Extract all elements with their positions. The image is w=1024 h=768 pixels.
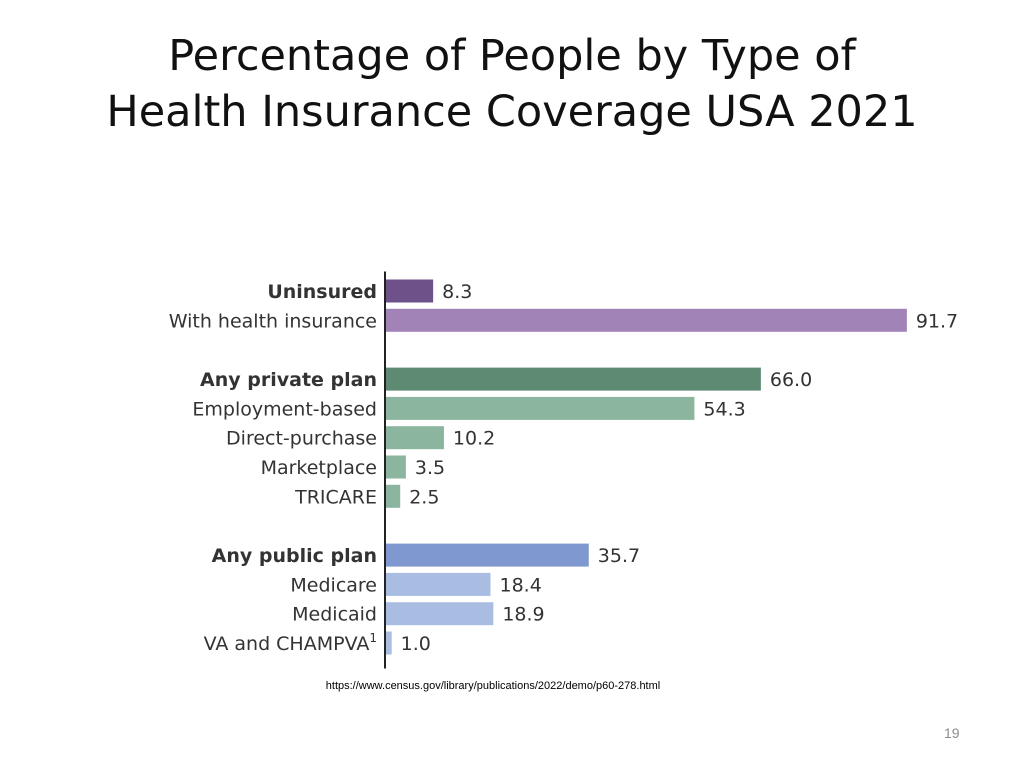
bar-any-private-plan: [386, 367, 761, 391]
value-label-direct-purchase: 10.2: [453, 428, 495, 450]
bar-employment-based: [386, 396, 695, 420]
bar-medicaid: [386, 602, 494, 626]
footnote-marker: 1: [369, 631, 377, 645]
bar-with-health-insurance: [386, 308, 907, 332]
category-label-tricare: TRICARE: [294, 486, 377, 508]
category-label-any-private-plan: Any private plan: [200, 369, 377, 391]
value-label-tricare: 2.5: [409, 486, 439, 508]
value-label-medicare: 18.4: [500, 574, 542, 596]
category-label-with-health-insurance: With health insurance: [169, 310, 377, 332]
value-label-uninsured: 8.3: [442, 281, 472, 303]
slide-title-line-2: Health Insurance Coverage USA 2021: [106, 87, 918, 137]
value-label-medicaid: 18.9: [502, 604, 544, 626]
bar-any-public-plan: [386, 543, 589, 567]
category-label-any-public-plan: Any public plan: [212, 545, 377, 567]
category-label-uninsured: Uninsured: [267, 281, 377, 303]
value-label-marketplace: 3.5: [415, 457, 445, 479]
bar-marketplace: [386, 455, 406, 479]
value-label-with-health-insurance: 91.7: [916, 310, 958, 332]
value-label-va-and-champva: 1.0: [401, 633, 431, 655]
category-label-va-and-champva: VA and CHAMPVA1: [204, 631, 377, 655]
category-label-direct-purchase: Direct-purchase: [226, 428, 377, 450]
slide-title-line-1: Percentage of People by Type of: [168, 31, 856, 81]
category-label-medicaid: Medicaid: [292, 604, 377, 626]
bar-tricare: [386, 484, 401, 508]
page-number: 19: [944, 725, 960, 741]
slide-title: Percentage of People by Type of Health I…: [0, 28, 1024, 140]
value-label-any-private-plan: 66.0: [770, 369, 812, 391]
bar-va-and-champva: [386, 631, 392, 655]
category-label-medicare: Medicare: [290, 574, 377, 596]
value-label-employment-based: 54.3: [703, 398, 745, 420]
source-link[interactable]: https://www.census.gov/library/publicati…: [325, 680, 661, 692]
category-label-marketplace: Marketplace: [261, 457, 377, 479]
bar-direct-purchase: [386, 426, 444, 450]
bar-uninsured: [386, 279, 434, 303]
value-label-any-public-plan: 35.7: [598, 545, 640, 567]
category-label-employment-based: Employment-based: [192, 398, 377, 420]
bar-medicare: [386, 572, 491, 596]
